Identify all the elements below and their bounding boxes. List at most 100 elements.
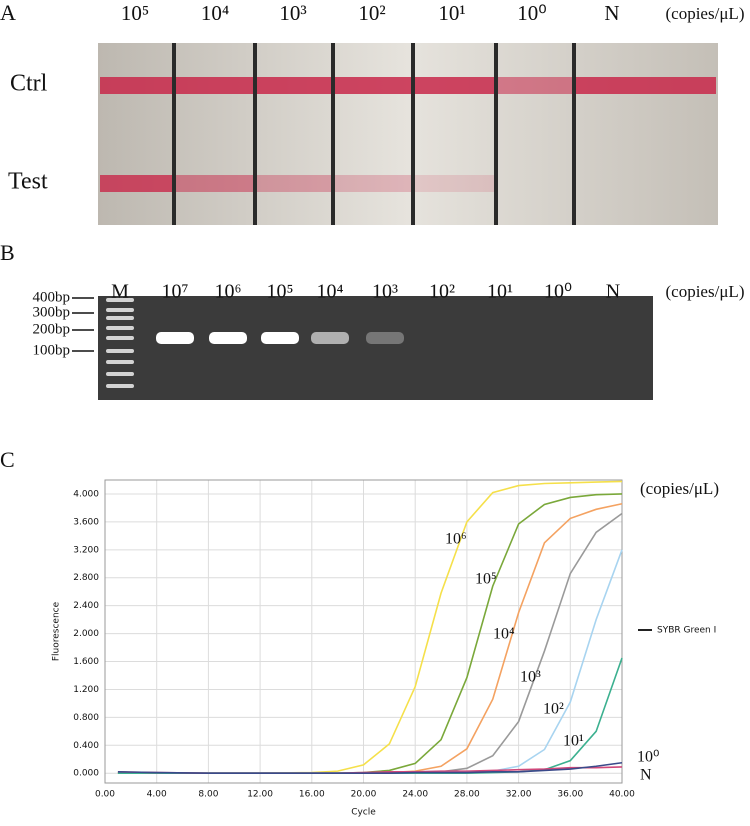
strip-separator [411,43,415,225]
strip-separator [572,43,576,225]
y-tick-label: 3.600 [73,517,99,527]
test-line [257,175,331,192]
y-tick-label: 0.400 [73,741,99,751]
lane-label: 10⁶ [215,281,242,303]
panel-label: B [0,240,15,265]
ladder-band [106,360,134,364]
panel-label: A [0,0,16,25]
ladder-band [106,326,134,330]
column-label: 10¹ [438,1,465,25]
panel-label: C [0,447,15,472]
row-label: Test [8,169,48,195]
sample-band [366,332,404,344]
unit-label: (copies/μL) [666,4,745,23]
x-tick-label: 8.00 [198,790,218,800]
x-tick-label: 4.00 [147,790,167,800]
ladder-band [106,349,134,353]
series-label: 10² [543,701,564,718]
row-label: Ctrl [10,71,48,97]
control-line [335,77,411,94]
strip-separator [331,43,335,225]
control-line [576,77,716,94]
test-line [335,175,411,192]
y-tick-label: 1.200 [73,685,99,695]
lane-label: 10⁵ [267,281,294,303]
strip-separator [253,43,257,225]
strip-separator [494,43,498,225]
control-line [415,77,494,94]
x-tick-label: 16.00 [299,790,325,800]
ladder-band [106,308,134,312]
gel-photo [98,296,653,400]
lane-label: N [606,281,620,303]
y-tick-label: 2.400 [73,601,99,611]
x-tick-label: 36.00 [557,790,583,800]
strip-photo [98,43,718,225]
test-line [100,175,172,192]
series-line [117,502,623,775]
sample-band [156,332,194,344]
control-line [100,77,172,94]
test-line [415,175,494,192]
y-tick-label: 2.000 [73,629,99,639]
sample-band [261,332,299,344]
ladder-label: 200bp [33,321,71,337]
series-label: 10⁵ [475,571,497,588]
ladder-label: 400bp [33,289,71,305]
lane-label: 10⁷ [162,281,189,303]
y-tick-label: 4.000 [73,489,99,499]
ladder-band [106,336,134,340]
x-tick-label: 0.00 [95,790,115,800]
y-tick-label: 1.600 [73,657,99,667]
x-tick-label: 20.00 [351,790,377,800]
lane-label: 10⁴ [317,281,344,303]
series-label: 10⁴ [493,626,515,643]
lane-label: 10³ [372,281,398,303]
ladder-band [106,316,134,320]
x-tick-label: 40.00 [609,790,635,800]
x-tick-label: 28.00 [454,790,480,800]
y-tick-label: 2.800 [73,573,99,583]
plot-frame [104,479,623,784]
x-tick-label: 12.00 [247,790,273,800]
y-tick-label: 3.200 [73,545,99,555]
sample-band [311,332,349,344]
series-label: 10⁰ [637,749,659,766]
ladder-band [106,298,134,302]
x-axis-label: Cycle [351,808,376,818]
legend-label: SYBR Green I [657,626,716,636]
unit-label: (copies/μL) [640,479,719,498]
series-label: 10¹ [563,733,584,750]
lane-label: 10⁰ [544,281,572,303]
series-label: 10⁶ [445,531,467,548]
control-line [498,77,572,94]
lane-label: 10² [429,281,455,303]
column-label: 10³ [279,1,306,25]
column-label: 10⁰ [517,1,546,25]
strip-separator [172,43,176,225]
ladder-label: 100bp [33,342,71,358]
sample-band [209,332,247,344]
series-line [117,512,623,775]
series-label: 10³ [520,669,541,686]
lane-label: 10¹ [487,281,513,303]
y-tick-label: 0.800 [73,713,99,723]
series-line [117,480,623,775]
test-line [176,175,253,192]
column-label: N [604,1,619,25]
column-label: 10⁴ [201,1,229,25]
ladder-band [106,372,134,376]
ladder-band [106,384,134,388]
control-line [176,77,253,94]
column-label: 10² [358,1,385,25]
x-tick-label: 24.00 [402,790,428,800]
x-tick-label: 32.00 [506,790,532,800]
lane-label: M [111,281,129,303]
series-label: N [640,767,652,784]
control-line [257,77,331,94]
ladder-label: 300bp [33,304,71,320]
y-tick-label: 0.000 [73,769,99,779]
column-label: 10⁵ [121,1,149,25]
unit-label: (copies/μL) [666,282,745,301]
